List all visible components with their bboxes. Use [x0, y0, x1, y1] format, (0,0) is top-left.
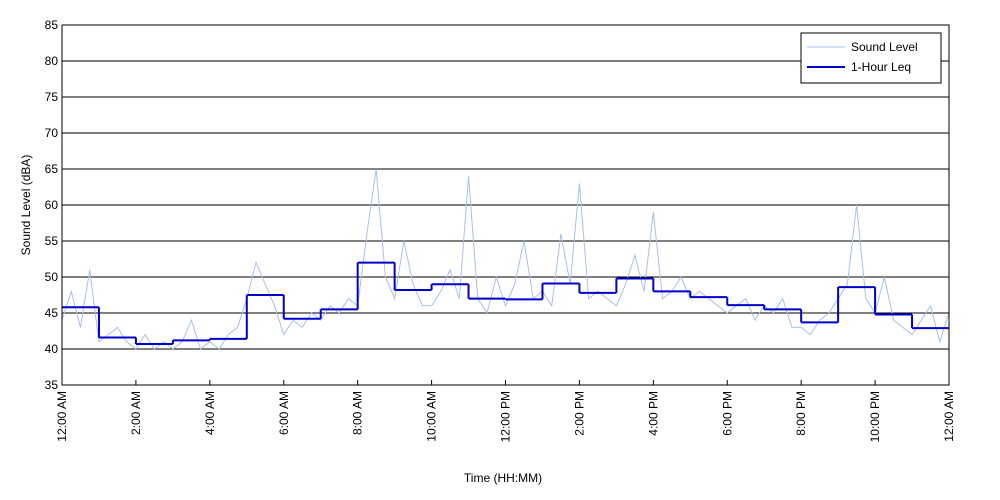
y-tick-label: 85	[45, 18, 59, 32]
x-axis-label: Time (HH:MM)	[464, 471, 542, 485]
x-tick-label: 2:00 PM	[572, 391, 586, 436]
y-tick-label: 80	[45, 54, 59, 68]
sound-level-line	[61, 168, 950, 350]
y-tick-label: 50	[45, 270, 59, 284]
x-tick-label: 8:00 AM	[351, 391, 365, 435]
x-tick-label: 12:00 AM	[55, 391, 69, 442]
y-tick-label: 60	[45, 198, 59, 212]
x-tick-label: 12:00 AM	[942, 391, 956, 442]
y-axis-label: Sound Level (dBA)	[19, 155, 33, 256]
plot-frame	[61, 24, 950, 386]
x-tick-label: 4:00 AM	[203, 391, 217, 435]
x-tick-label: 6:00 AM	[277, 391, 291, 435]
x-tick-label: 2:00 AM	[129, 391, 143, 435]
x-tick-label: 10:00 AM	[425, 391, 439, 442]
y-tick-label: 65	[45, 162, 59, 176]
y-tick-label: 40	[45, 342, 59, 356]
y-tick-label: 35	[45, 378, 59, 392]
x-tick-label: 4:00 PM	[646, 391, 660, 436]
legend-label: Sound Level	[851, 40, 918, 54]
y-tick-label: 55	[45, 234, 59, 248]
legend-label: 1-Hour Leq	[851, 60, 911, 74]
x-tick-label: 6:00 PM	[720, 391, 734, 436]
x-tick-label: 10:00 PM	[868, 391, 882, 442]
x-tick-label: 8:00 PM	[794, 391, 808, 436]
y-tick-label: 70	[45, 126, 59, 140]
legend-box	[800, 32, 942, 84]
y-tick-label: 75	[45, 90, 59, 104]
x-tick-label: 12:00 PM	[499, 391, 513, 442]
y-tick-label: 45	[45, 306, 59, 320]
